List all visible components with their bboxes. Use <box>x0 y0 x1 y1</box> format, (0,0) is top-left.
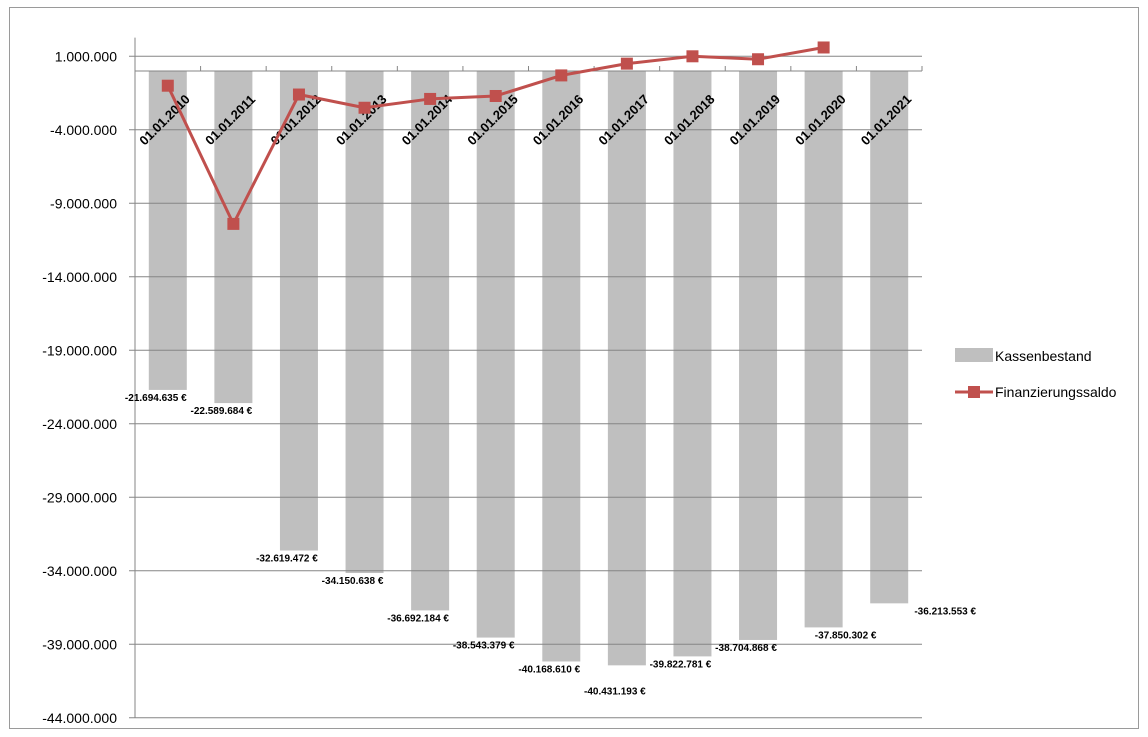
y-tick-label: 1.000.000 <box>55 48 117 64</box>
legend-label-finanzierungssaldo: Finanzierungssaldo <box>995 384 1117 400</box>
y-tick-label: -29.000.000 <box>42 489 117 505</box>
line-marker <box>555 69 568 82</box>
y-tick-label: -24.000.000 <box>42 416 117 432</box>
bar-kassenbestand <box>411 71 450 611</box>
line-marker <box>424 92 437 105</box>
bar-kassenbestand <box>279 71 318 551</box>
bar-value-label: -21.694.635 € <box>125 393 187 404</box>
bar-value-label: -38.543.379 € <box>453 641 515 652</box>
bar-kassenbestand <box>739 71 778 640</box>
line-marker <box>489 89 502 102</box>
bar-value-label: -32.619.472 € <box>256 554 318 565</box>
line-marker <box>292 88 305 101</box>
bar-kassenbestand <box>345 71 384 574</box>
bar-kassenbestand <box>870 71 909 604</box>
bar-value-label: -38.704.868 € <box>715 643 777 654</box>
bar-value-label: -39.822.781 € <box>650 659 712 670</box>
bar-value-label: -40.431.193 € <box>584 686 646 697</box>
legend-marker-finanzierungssaldo <box>968 386 980 398</box>
y-tick-label: -4.000.000 <box>50 122 117 138</box>
line-marker <box>817 41 830 54</box>
bar-kassenbestand <box>673 71 712 657</box>
y-tick-label: -9.000.000 <box>50 195 117 211</box>
bar-value-label: -36.692.184 € <box>387 613 449 624</box>
legend-swatch-kassenbestand <box>955 348 993 362</box>
line-marker <box>752 53 765 66</box>
line-marker <box>161 79 174 92</box>
legend-label-kassenbestand: Kassenbestand <box>995 348 1092 364</box>
bar-value-label: -22.589.684 € <box>191 406 253 417</box>
bar-kassenbestand <box>214 71 253 404</box>
line-marker <box>227 217 240 230</box>
bar-value-label: -36.213.553 € <box>914 606 976 617</box>
bar-value-label: -37.850.302 € <box>815 630 877 641</box>
y-tick-label: -34.000.000 <box>42 563 117 579</box>
y-tick-label: -44.000.000 <box>42 710 117 726</box>
bar-kassenbestand <box>804 71 843 628</box>
y-tick-label: -14.000.000 <box>42 269 117 285</box>
y-tick-label: -19.000.000 <box>42 342 117 358</box>
bar-value-label: -40.168.610 € <box>518 664 580 675</box>
bar-kassenbestand <box>542 71 581 662</box>
bar-value-label: -34.150.638 € <box>322 576 384 587</box>
bar-kassenbestand <box>476 71 515 638</box>
y-tick-label: -39.000.000 <box>42 636 117 652</box>
line-marker <box>686 50 699 63</box>
line-marker <box>358 101 371 114</box>
line-marker <box>620 57 633 70</box>
bar-kassenbestand <box>148 71 187 390</box>
bar-kassenbestand <box>607 71 646 666</box>
